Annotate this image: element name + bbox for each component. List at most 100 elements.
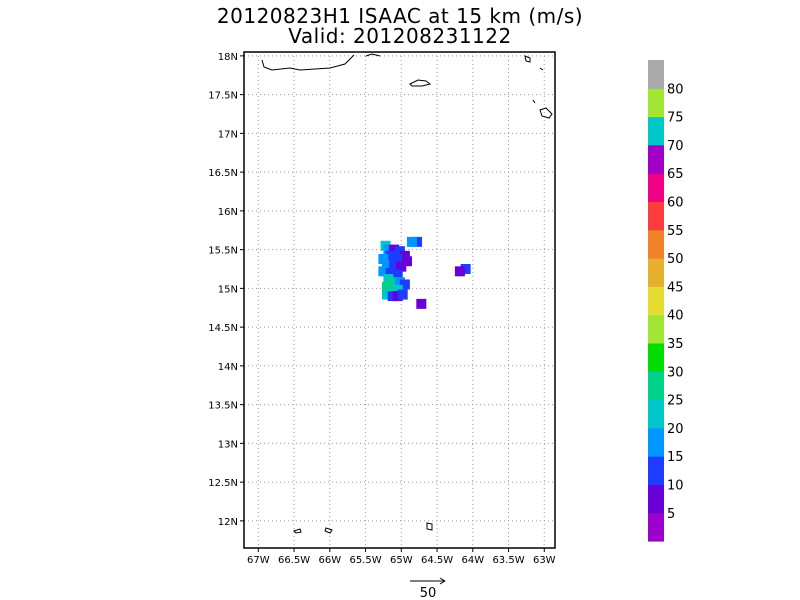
x-tick-label: 66W [318, 555, 341, 566]
colorbar-segment [648, 484, 664, 514]
data-cell [454, 266, 465, 277]
colorbar-segment [648, 173, 664, 202]
coastline-island [524, 55, 531, 63]
y-tick-label: 15.5N [208, 246, 238, 257]
colorbar-label: 35 [667, 337, 684, 352]
y-tick-label: 14.5N [208, 323, 238, 334]
x-tick-label: 67W [247, 555, 270, 566]
data-cell [383, 244, 394, 255]
data-cell [407, 236, 418, 247]
chart-subtitle: Valid: 201208231122 [288, 24, 512, 48]
x-tick-label: 65W [390, 555, 413, 566]
x-tick-label: 66.5W [278, 555, 310, 566]
y-tick-label: 17.5N [208, 91, 238, 102]
y-tick-label: 12N [218, 517, 238, 528]
plot-frame [243, 51, 556, 549]
x-tick-label: 63.5W [492, 555, 524, 566]
coastline-island [532, 99, 536, 104]
colorbar-label: 45 [667, 280, 684, 295]
y-tick-label: 13.5N [208, 401, 238, 412]
colorbar-segment [648, 371, 664, 401]
data-cell [397, 289, 408, 300]
colorbar-segment [648, 343, 664, 372]
coastline-island [365, 53, 381, 57]
coastline-island [539, 67, 544, 71]
y-axis: 12N 12.5N 13N 13.5N 14N 14.5N 15N 15.5N 16N 16.5N… [208, 52, 244, 528]
colorbar-label: 65 [667, 167, 684, 182]
vector-reference-label: 50 [420, 586, 437, 600]
colorbar-label: 30 [667, 365, 684, 380]
colorbar-label: 60 [667, 196, 684, 211]
colorbar-label: 25 [667, 394, 684, 409]
data-cell [399, 250, 410, 261]
chart-title: 20120823H1 ISAAC at 15 km (m/s) [216, 4, 584, 28]
data-cell [378, 266, 389, 277]
data-cell [392, 291, 403, 302]
coastline-island [324, 527, 333, 534]
colorbar-segment [648, 116, 664, 146]
x-tick-label: 63W [533, 555, 556, 566]
colorbar-label: 5 [667, 507, 675, 522]
colorbar-segment [648, 286, 664, 316]
data-cell [392, 269, 403, 280]
x-tick-label: 64.5W [421, 555, 453, 566]
colorbar-label: 80 [667, 82, 684, 97]
y-tick-label: 17N [218, 129, 238, 140]
x-tick-label: 65.5W [349, 555, 381, 566]
colorbar-label: 50 [667, 252, 684, 267]
colorbar-label: 20 [667, 422, 684, 437]
colorbar-segment [648, 314, 664, 344]
data-cell [381, 281, 392, 292]
coastline-puerto-rico [261, 54, 355, 71]
colorbar-segment [648, 60, 664, 89]
colorbar-label: 10 [667, 479, 684, 494]
data-cell [389, 260, 400, 271]
coastlines [261, 53, 553, 534]
data-cell [399, 279, 410, 290]
data-cell [389, 244, 400, 255]
y-tick-label: 13N [218, 439, 238, 450]
x-tick-label: 64W [461, 555, 484, 566]
data-cell [460, 264, 471, 274]
colorbar-label: 40 [667, 309, 684, 324]
y-tick-label: 18N [218, 52, 238, 63]
data-cell [392, 284, 403, 295]
coastline-island [409, 79, 432, 87]
colorbar-label: 15 [667, 450, 684, 465]
y-tick-label: 16N [218, 207, 238, 218]
data-cell [412, 236, 423, 247]
colorbar-segment [648, 144, 664, 174]
data-cell [381, 260, 392, 271]
colorbar: 5 10 15 20 25 30 35 40 45 50 55 60 65 70 75 80 [648, 60, 684, 542]
x-axis: 67W 66.5W 66W 65.5W 65W 64.5W 64W 63.5W 63W [247, 548, 556, 566]
data-cell [396, 261, 407, 272]
coastline-island [293, 528, 302, 534]
data-cell [387, 284, 398, 295]
y-tick-label: 16.5N [208, 168, 238, 179]
colorbar-label: 55 [667, 224, 684, 239]
colorbar-segment [648, 399, 664, 429]
colorbar-segment [648, 456, 664, 485]
data-cell [387, 291, 398, 302]
coastline-island [426, 522, 433, 531]
colorbar-segment [648, 88, 664, 118]
coastline-island [539, 107, 553, 119]
colorbar-segment [648, 427, 664, 457]
data-cell [416, 298, 427, 309]
data-cell [394, 246, 405, 257]
data-cell [383, 274, 394, 285]
data-cell [385, 267, 396, 278]
data-cell [389, 277, 400, 288]
colorbar-segment [648, 201, 664, 231]
y-tick-label: 14N [218, 362, 238, 373]
data-cell [394, 277, 405, 288]
data-cells [378, 236, 471, 309]
data-cell [385, 250, 396, 261]
data-cell [402, 256, 413, 267]
data-cell [381, 289, 392, 300]
colorbar-segment [648, 258, 664, 287]
colorbar-segment [648, 512, 664, 542]
colorbar-segment [648, 229, 664, 259]
data-cell [392, 253, 403, 264]
